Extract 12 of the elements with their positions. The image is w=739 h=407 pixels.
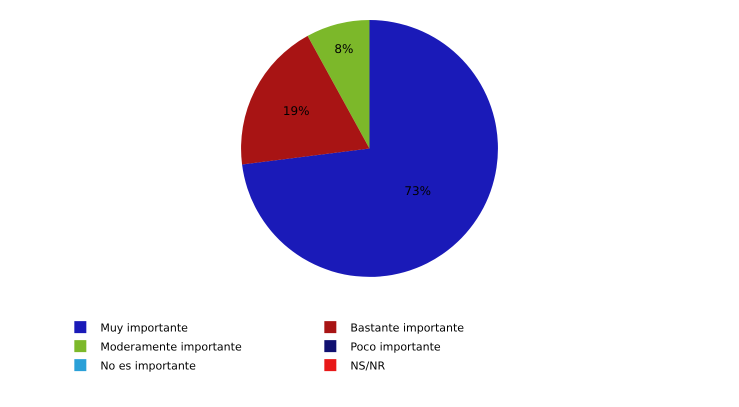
legend-label: Moderamente importante — [100, 340, 242, 354]
legend-label: Poco importante — [350, 340, 441, 354]
data-label: 73% — [404, 184, 432, 198]
legend-label: Muy importante — [100, 321, 188, 334]
pie-slice — [308, 20, 370, 148]
legend-label: NS/NR — [350, 359, 386, 372]
legend-label: No es importante — [100, 359, 196, 372]
data-label: 8% — [334, 42, 354, 56]
data-label: 19% — [282, 104, 310, 118]
pie-slice — [241, 36, 370, 165]
legend-label: Bastante importante — [350, 321, 464, 334]
pie-slice — [242, 20, 498, 277]
